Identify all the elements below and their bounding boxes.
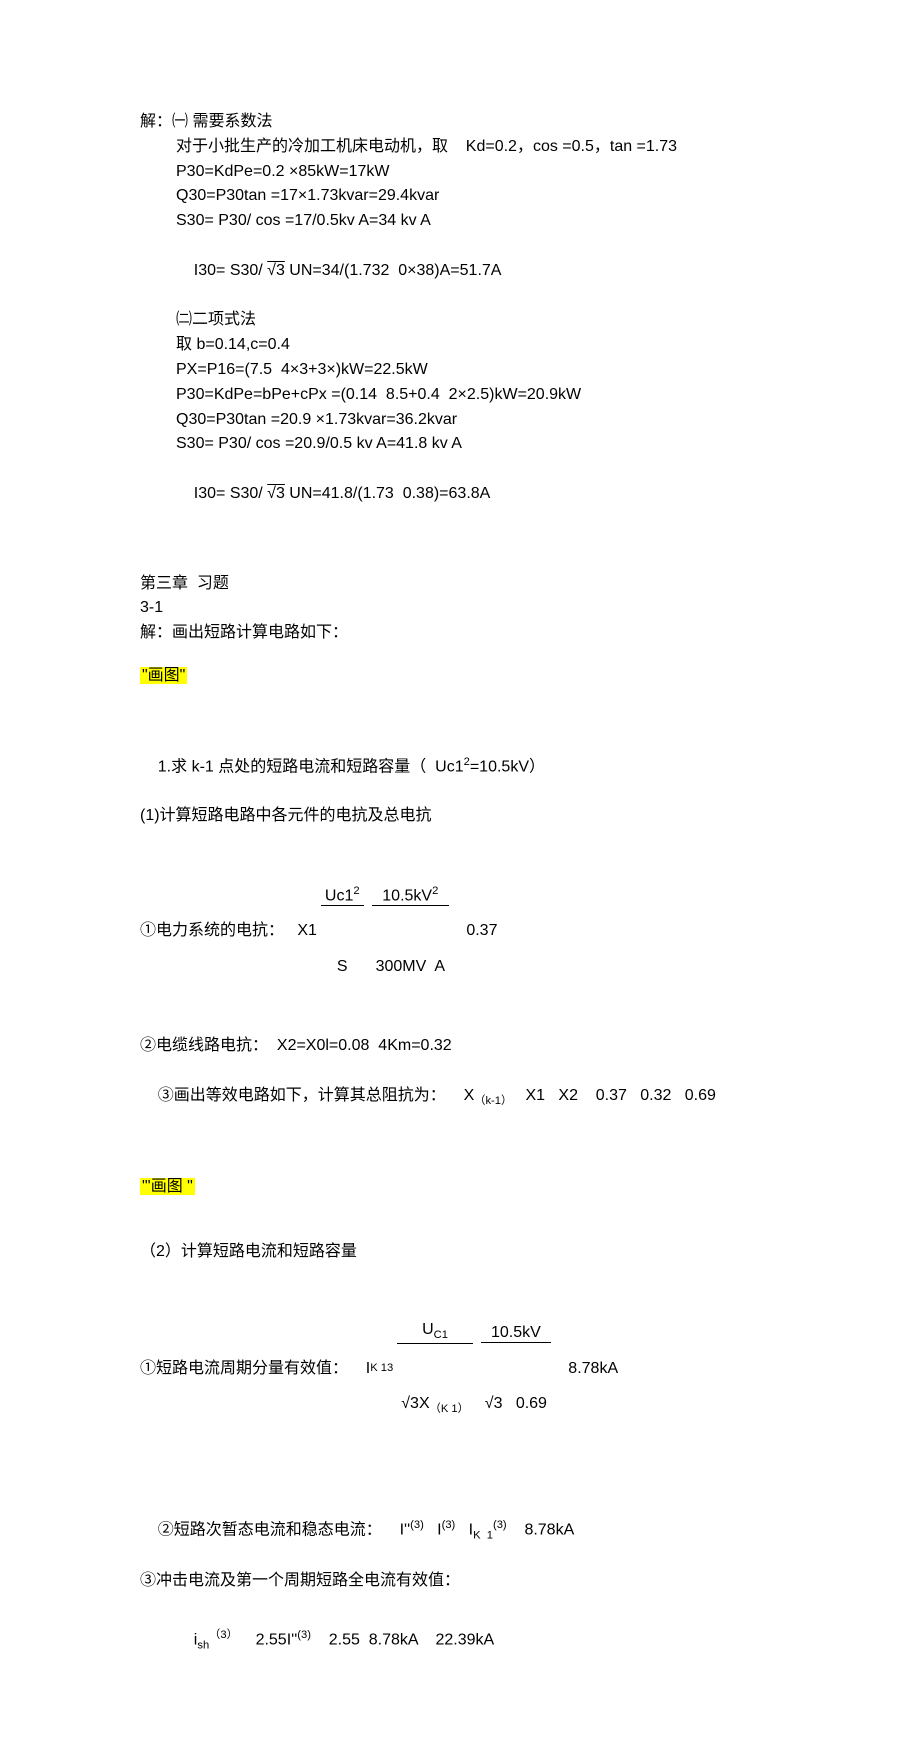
sec2-p7: ③冲击电流及第一个周期短路全电流有效值： — [140, 1569, 780, 1594]
sec1-l13-b: UN=41.8/(1.73 0.38)=63.8A — [285, 485, 490, 502]
eq2-label: ①短路电流周期分量有效值： I — [140, 1357, 370, 1382]
sec2-p6-a: ②短路次暂态电流和稳态电流： I'' — [158, 1521, 410, 1538]
eq2-den1-sub: （K 1） — [430, 1403, 469, 1415]
eq1-den2: 300MV A — [372, 956, 449, 978]
sec2-p6-c: I — [455, 1521, 473, 1538]
sec1-line11: Q30=P30tan =20.9 ×1.73kvar=36.2kvar — [176, 408, 780, 433]
eq1-frac1: Uc12 S — [321, 835, 364, 1028]
sec2-img1: "画图" — [140, 664, 780, 689]
sec1-l6-b: UN=34/(1.732 0×38)A=51.7A — [285, 262, 502, 279]
eq2-res: 8.78kA — [568, 1357, 618, 1382]
sec1-line1: 解：㈠ 需要系数法 — [140, 110, 780, 135]
sec2-p6-sup1: (3) — [410, 1519, 424, 1531]
sec2-p5: （2）计算短路电流和短路容量 — [140, 1240, 780, 1265]
eq2-num1: U — [422, 1321, 434, 1338]
sec2-p3: ②电缆线路电抗： X2=X0l=0.08 4Km=0.32 — [140, 1034, 780, 1059]
eq2-den1-b: X — [419, 1395, 430, 1412]
eq1-frac2: 10.5kV2 300MV A — [372, 835, 449, 1028]
sec2-p4-a: ③画出等效电路如下，计算其总阻抗为： X — [158, 1087, 474, 1104]
sec2-p6-sub: K 1 — [473, 1529, 493, 1541]
eq2-frac2: 10.5kV √3 0.69 — [481, 1273, 551, 1464]
sec1-line13: I30= S30/ √3 UN=41.8/(1.73 0.38)=63.8A — [176, 457, 780, 531]
eq1-num1-sup: 2 — [353, 885, 359, 897]
sec2-h3: 解：画出短路计算电路如下： — [140, 621, 780, 646]
eq1-label: ①电力系统的电抗： X1 — [140, 919, 317, 944]
sec2-p1-b: =10.5kV） — [470, 758, 545, 775]
sec1-line7: ㈡二项式法 — [176, 308, 780, 333]
sec2-eq1: ①电力系统的电抗： X1 Uc12 S 10.5kV2 300MV A 0.37 — [140, 835, 780, 1028]
highlight-img1: "画图" — [140, 667, 187, 684]
sec1-line10: P30=KdPe=bPe+cPx =(0.14 8.5+0.4 2×2.5)kW… — [176, 383, 780, 408]
document-page: 解：㈠ 需要系数法 对于小批生产的冷加工机床电动机，取 Kd=0.2，cos =… — [0, 0, 920, 1759]
sec1-l6-a: I30= S30/ — [194, 262, 267, 279]
sec2-p2: (1)计算短路电路中各元件的电抗及总电抗 — [140, 804, 780, 829]
sec1-line5: S30= P30/ cos =17/0.5kv A=34 kv A — [176, 209, 780, 234]
eq1-res: 0.37 — [466, 919, 497, 944]
sec1-line12: S30= P30/ cos =20.9/0.5 kv A=41.8 kv A — [176, 432, 780, 457]
eq2-num2: 10.5kV — [481, 1323, 551, 1343]
eq2-den1-a: √3 — [401, 1395, 419, 1412]
sec2-p6-sup2: (3) — [442, 1519, 456, 1531]
sec2-h1: 第三章 习题 — [140, 572, 780, 597]
eq3-sub: sh — [197, 1639, 209, 1651]
sec2-p4: ③画出等效电路如下，计算其总阻抗为： X（k-1） X1 X2 0.37 0.3… — [140, 1059, 780, 1135]
eq2-num1-sub: C1 — [434, 1329, 448, 1341]
eq3-sup: （3） — [209, 1629, 238, 1641]
sec2-p6-b: I — [424, 1521, 442, 1538]
sec2-p6: ②短路次暂态电流和稳态电流： I''(3) I(3) IK 1(3) 8.78k… — [140, 1492, 780, 1569]
sec2-img2: "'画图 " — [140, 1175, 780, 1200]
sec2-h2: 3-1 — [140, 596, 780, 621]
eq2-sub: K 1 — [370, 1360, 387, 1377]
sec2-p1: 1.求 k-1 点处的短路电流和短路容量（ Uc12=10.5kV） — [140, 729, 780, 805]
eq1-num1: Uc1 — [325, 887, 353, 904]
sec1-l13-sqrt: √3 — [267, 485, 285, 502]
sec2-p4-sub: （k-1） — [474, 1095, 512, 1107]
eq3-b: 2.55I'' — [238, 1631, 297, 1648]
sec1-line9: PX=P16=(7.5 4×3+3×)kW=22.5kW — [176, 358, 780, 383]
sec1-line4: Q30=P30tan =17×1.73kvar=29.4kvar — [176, 184, 780, 209]
sec2-p1-a: 1.求 k-1 点处的短路电流和短路容量（ Uc1 — [158, 758, 464, 775]
sec1-line3: P30=KdPe=0.2 ×85kW=17kW — [176, 160, 780, 185]
eq1-num2-sup: 2 — [432, 885, 438, 897]
sec2-eq3: ish（3） 2.55I''(3) 2.55 8.78kA 22.39kA — [176, 1602, 780, 1679]
eq2-sup: 3 — [387, 1360, 393, 1377]
eq3-sup2: (3) — [297, 1629, 311, 1641]
eq3-c: 2.55 8.78kA 22.39kA — [311, 1631, 494, 1648]
sec1-l13-a: I30= S30/ — [194, 485, 267, 502]
highlight-img2: "'画图 " — [140, 1178, 195, 1195]
sec1-line2: 对于小批生产的冷加工机床电动机，取 Kd=0.2，cos =0.5，tan =1… — [176, 135, 780, 160]
sec2-p4-b: X1 X2 0.37 0.32 0.69 — [512, 1087, 716, 1104]
eq2-den2: √3 0.69 — [481, 1393, 551, 1415]
eq2-frac1: UC1 √3X（K 1） — [397, 1270, 473, 1467]
sec2-p6-sup3: (3) — [493, 1519, 507, 1531]
sec1-line8: 取 b=0.14,c=0.4 — [176, 333, 780, 358]
sec2-p6-d: 8.78kA — [507, 1521, 575, 1538]
eq1-num2: 10.5kV — [382, 887, 432, 904]
sec1-l6-sqrt: √3 — [267, 262, 285, 279]
sec1-line6: I30= S30/ √3 UN=34/(1.732 0×38)A=51.7A — [176, 234, 780, 308]
sec2-eq2: ①短路电流周期分量有效值： IK 13 UC1 √3X（K 1） 10.5kV … — [140, 1270, 780, 1467]
eq1-den1: S — [321, 956, 364, 978]
